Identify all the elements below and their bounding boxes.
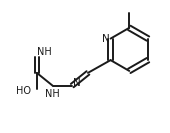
Text: HO: HO <box>15 86 31 96</box>
Text: NH: NH <box>45 89 60 99</box>
Text: NH: NH <box>37 47 52 57</box>
Text: N: N <box>73 78 81 88</box>
Text: N: N <box>102 34 109 44</box>
